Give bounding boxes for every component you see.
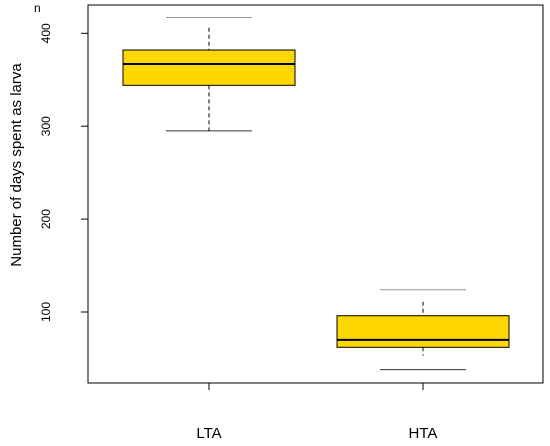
corner-label: n xyxy=(34,1,41,15)
boxes xyxy=(122,17,510,371)
y-tick-label-200: 200 xyxy=(39,209,53,229)
y-axis: 100 200 300 400 xyxy=(39,23,88,322)
box-lta xyxy=(122,49,296,86)
box-hta xyxy=(336,315,510,348)
y-tick-label-300: 300 xyxy=(39,116,53,136)
y-tick-label-400: 400 xyxy=(39,23,53,43)
y-axis-label: Number of days spent as larva xyxy=(8,63,25,267)
box-group-hta xyxy=(336,289,510,371)
plot-frame xyxy=(87,4,544,384)
x-axis: LTA HTA xyxy=(196,383,438,442)
box-group-lta xyxy=(122,17,296,132)
y-tick-label-100: 100 xyxy=(39,302,53,322)
x-tick-label-lta: LTA xyxy=(196,425,221,441)
x-tick-label-hta: HTA xyxy=(409,425,438,441)
